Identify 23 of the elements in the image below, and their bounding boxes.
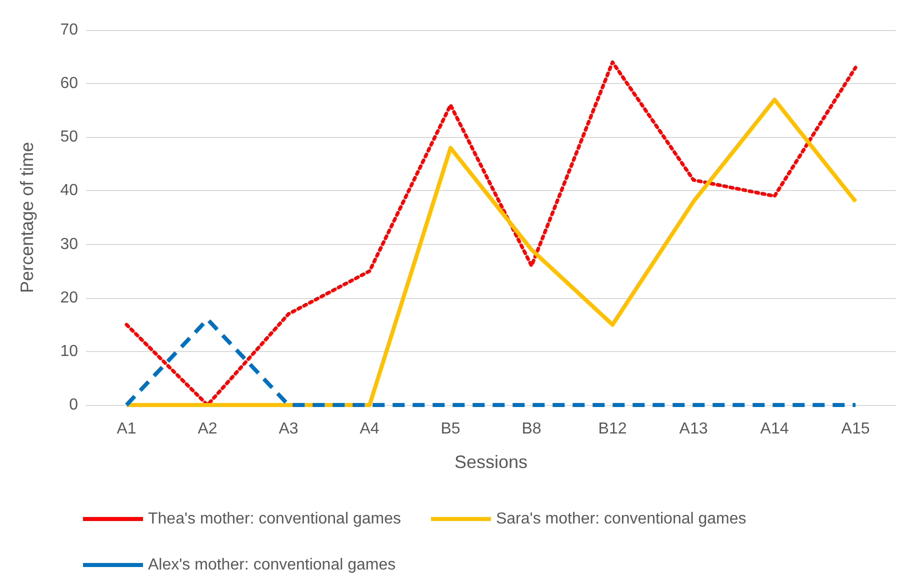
y-tick-label: 40 xyxy=(60,182,78,200)
x-tick-label: A4 xyxy=(360,420,380,438)
legend-label: Sara's mother: conventional games xyxy=(496,510,746,528)
y-tick-label: 30 xyxy=(60,236,78,253)
y-tick-label: 10 xyxy=(60,342,78,360)
y-tick-label: 0 xyxy=(69,396,78,414)
x-tick-label: A3 xyxy=(278,420,298,438)
x-tick-label: B5 xyxy=(440,420,460,438)
y-tick-label: 70 xyxy=(60,22,78,38)
y-tick-label: 20 xyxy=(60,289,78,306)
y-tick-label: 50 xyxy=(60,128,78,146)
x-tick-label: A1 xyxy=(116,420,136,438)
x-tick-label: B8 xyxy=(522,420,542,438)
legend-label: Alex's mother: conventional games xyxy=(148,556,396,574)
x-tick-label: A13 xyxy=(679,420,708,438)
x-tick-label: B12 xyxy=(598,420,627,438)
y-axis-title: Percentage of time xyxy=(17,142,37,294)
legend-label: Thea's mother: conventional games xyxy=(148,510,401,528)
y-tick-label: 60 xyxy=(60,75,78,92)
x-tick-label: A14 xyxy=(760,420,789,438)
x-tick-label: A15 xyxy=(841,420,870,438)
x-axis-title: Sessions xyxy=(454,452,528,472)
x-tick-label: A2 xyxy=(198,420,218,438)
